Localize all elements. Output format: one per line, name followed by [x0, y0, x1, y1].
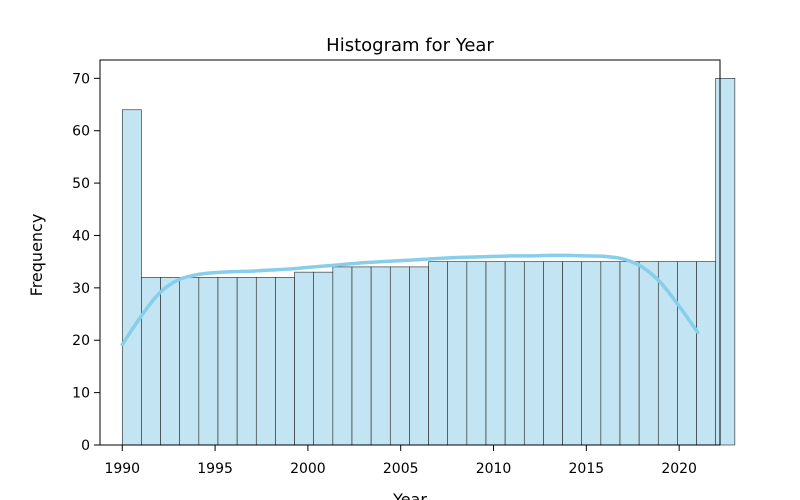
- histogram-bar: [409, 266, 429, 446]
- histogram-bar: [428, 261, 449, 446]
- histogram-bar: [255, 277, 276, 446]
- y-tick-label: 10: [72, 386, 90, 402]
- x-tick-label: 2015: [569, 461, 605, 477]
- histogram-bar: [236, 277, 257, 446]
- y-tick-label: 30: [72, 281, 90, 297]
- histogram-bar: [638, 261, 659, 446]
- x-tick-label: 1995: [197, 461, 233, 477]
- histogram-bar: [677, 261, 697, 446]
- y-tick-label: 20: [72, 333, 90, 349]
- y-axis-label: Frequency: [27, 214, 46, 297]
- histogram-bar: [160, 277, 181, 446]
- histogram-bar: [715, 78, 736, 446]
- histogram-bar: [562, 261, 583, 446]
- histogram-bar: [179, 277, 200, 446]
- x-tick-label: 2010: [476, 461, 512, 477]
- histogram-bar: [600, 261, 621, 446]
- histogram-bar: [275, 277, 295, 446]
- bars-layer: [121, 78, 736, 446]
- histogram-bar: [485, 261, 506, 446]
- histogram-bar: [619, 261, 640, 446]
- histogram-bar: [581, 261, 602, 446]
- histogram-bar: [217, 277, 238, 446]
- histogram-bar: [466, 261, 487, 446]
- histogram-bar: [370, 266, 391, 446]
- x-axis-label: Year: [392, 490, 427, 500]
- histogram-bar: [504, 261, 525, 446]
- histogram-bar: [351, 266, 372, 446]
- histogram-bar: [447, 261, 468, 446]
- kde-layer: [120, 253, 700, 347]
- histogram-bar: [332, 266, 353, 446]
- histogram-bar: [389, 266, 410, 446]
- histogram-bar: [523, 261, 544, 446]
- y-tick-label: 50: [72, 176, 90, 192]
- histogram-bar: [198, 277, 219, 446]
- x-tick-label: 1990: [104, 461, 140, 477]
- x-tick-label: 2020: [661, 461, 697, 477]
- y-tick-label: 40: [72, 228, 90, 244]
- histogram-bar: [696, 261, 717, 446]
- histogram-bar: [313, 271, 334, 446]
- axes-layer: 0 10 20 30 40 50 60 70 1990 1995 2000 2005 2010 2015 2…: [72, 59, 721, 477]
- kde-curve: [120, 253, 700, 347]
- chart-title: Histogram for Year: [326, 35, 494, 56]
- histogram-bar: [294, 271, 315, 446]
- y-tick-label: 60: [72, 124, 90, 140]
- x-tick-label: 2005: [383, 461, 419, 477]
- histogram-bar: [121, 109, 142, 446]
- y-tick-label: 0: [81, 438, 90, 454]
- x-tick-label: 2000: [290, 461, 326, 477]
- y-tick-label: 70: [72, 71, 90, 87]
- histogram-bar: [543, 261, 563, 446]
- plot-frame: [99, 59, 721, 446]
